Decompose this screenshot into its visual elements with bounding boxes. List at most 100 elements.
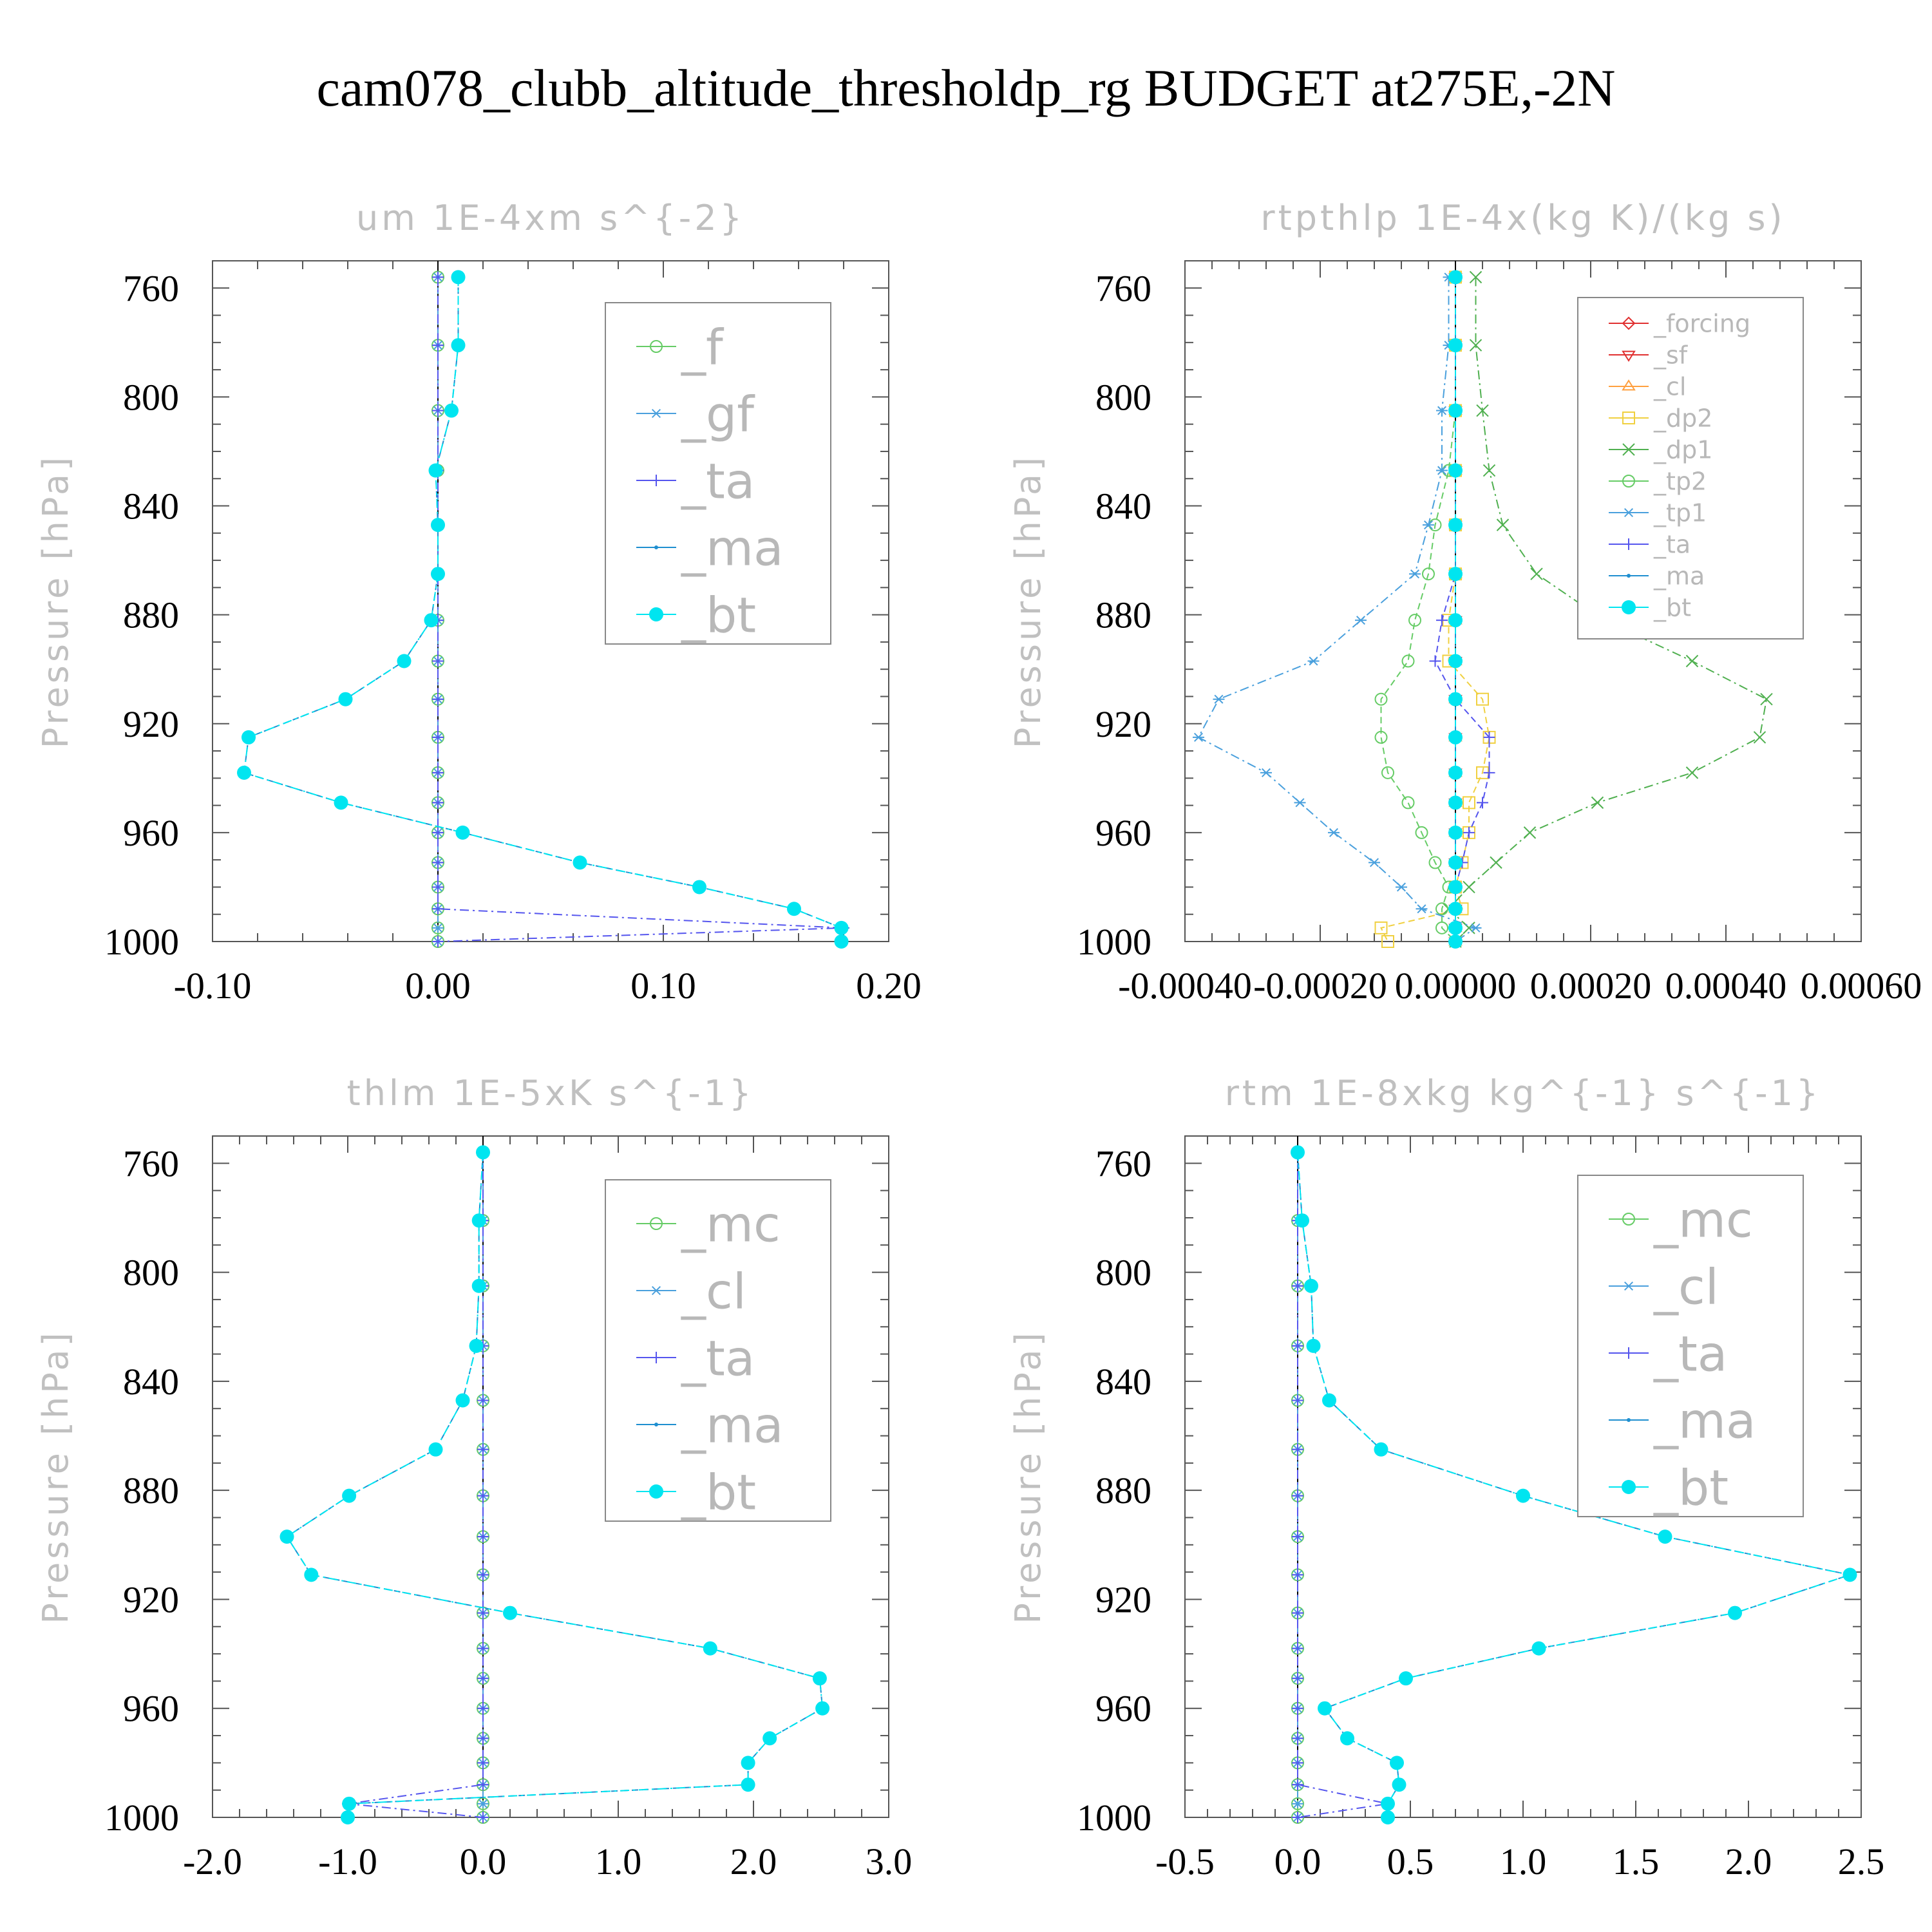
data-point xyxy=(1463,796,1475,810)
data-point xyxy=(1490,856,1502,869)
legend-marker xyxy=(1627,1418,1631,1422)
legend-item: _bt xyxy=(1609,594,1691,622)
data-point xyxy=(1531,1641,1546,1656)
data-point xyxy=(1292,1799,1303,1808)
data-point xyxy=(1591,796,1604,810)
data-point xyxy=(432,766,444,779)
data-point xyxy=(1470,923,1482,933)
y-tick-label: 840 xyxy=(123,1361,179,1403)
data-point xyxy=(432,857,444,869)
data-point xyxy=(477,1812,489,1823)
data-point xyxy=(1476,692,1489,706)
legend-marker xyxy=(650,1217,663,1230)
legend-label: _ma xyxy=(681,519,784,576)
legend-marker xyxy=(650,408,662,419)
legend-label: _ta xyxy=(681,452,755,509)
series-line xyxy=(1434,277,1490,942)
data-point xyxy=(477,1642,489,1654)
legend-box xyxy=(605,302,831,645)
data-point xyxy=(477,1757,489,1769)
legend-label: _mc xyxy=(681,1195,781,1253)
chart-panel-4: rtm 1E-8xkg kg^{-1} s^{-1} Pressure [hPa]… xyxy=(1008,1073,1884,1882)
y-tick-label: 760 xyxy=(123,1142,179,1184)
x-tick-label: 0.5 xyxy=(1387,1841,1434,1882)
y-tick-label: 1000 xyxy=(1077,1797,1151,1839)
legend-marker xyxy=(1623,538,1634,550)
data-point xyxy=(477,1443,489,1455)
y-tick-label: 840 xyxy=(123,486,179,527)
data-point xyxy=(1448,338,1463,353)
y-tick-label: 920 xyxy=(1095,703,1151,745)
data-point xyxy=(1392,1777,1406,1792)
data-point xyxy=(1523,826,1537,839)
legend-label: _dp1 xyxy=(1653,436,1712,464)
y-tick-label: 800 xyxy=(1095,376,1151,418)
data-point xyxy=(1374,692,1388,706)
data-point xyxy=(1416,904,1428,914)
panel-title: um 1E-4xm s^{-2} xyxy=(356,198,745,238)
legend-item: _tp1 xyxy=(1609,499,1707,527)
legend-marker xyxy=(1622,1213,1635,1226)
data-point xyxy=(1292,1642,1303,1654)
data-point xyxy=(1381,935,1394,948)
legend-item: _ma xyxy=(636,519,784,576)
y-tick-label: 880 xyxy=(1095,1470,1151,1511)
data-point xyxy=(1436,466,1448,475)
data-point xyxy=(1469,339,1482,352)
data-point xyxy=(1448,692,1463,706)
data-point xyxy=(432,903,444,915)
legend-marker xyxy=(650,1285,662,1296)
legend-marker xyxy=(1622,412,1635,424)
data-point xyxy=(304,1567,319,1582)
data-point xyxy=(812,1671,827,1686)
data-point xyxy=(1292,1779,1303,1791)
data-point xyxy=(1476,404,1489,417)
data-point xyxy=(1530,567,1543,580)
data-point xyxy=(432,826,444,838)
legend-marker xyxy=(650,475,662,486)
y-tick-label: 840 xyxy=(1095,486,1151,527)
data-point xyxy=(1436,614,1448,627)
data-point xyxy=(1435,921,1448,934)
series-dp2 xyxy=(1374,270,1496,948)
x-tick-label: 2.5 xyxy=(1838,1841,1885,1882)
legend-item: _sf xyxy=(1609,341,1689,370)
series-bt xyxy=(237,270,849,949)
y-tick-label: 760 xyxy=(123,267,179,309)
data-point xyxy=(469,1338,484,1353)
data-point xyxy=(1368,858,1380,867)
legend: _mc _cl _ta _ma _bt xyxy=(1577,1175,1804,1517)
legend-item: _bt xyxy=(1609,1459,1728,1516)
data-point xyxy=(1292,1702,1303,1714)
data-point xyxy=(1292,1394,1303,1406)
data-point xyxy=(1753,731,1766,744)
data-point xyxy=(1396,882,1407,892)
legend-marker xyxy=(649,1484,663,1499)
legend-label: _bt xyxy=(1653,594,1691,622)
data-point xyxy=(1401,654,1415,668)
x-tick-label: 2.0 xyxy=(1725,1841,1772,1882)
data-point xyxy=(1483,731,1495,743)
data-point xyxy=(432,271,444,283)
data-point xyxy=(397,654,412,668)
legend-item: _tp2 xyxy=(1609,468,1707,496)
data-point xyxy=(334,795,348,810)
legend-item: _ma xyxy=(1609,562,1705,591)
data-point xyxy=(1213,694,1225,704)
data-point xyxy=(741,1756,755,1770)
data-point xyxy=(432,339,444,352)
data-point xyxy=(1292,1280,1303,1292)
chart-panel-1: um 1E-4xm s^{-2} Pressure [hPa] 760 800 840 8… xyxy=(35,198,922,1007)
legend-item: _dp1 xyxy=(1609,436,1712,464)
legend-label: _sf xyxy=(1653,341,1689,370)
legend-label: _tp1 xyxy=(1653,499,1707,527)
data-point xyxy=(1463,826,1475,838)
y-axis-title: Pressure [hPa] xyxy=(35,1329,76,1624)
data-point xyxy=(1292,1672,1303,1685)
legend-marker xyxy=(1623,1281,1634,1291)
data-point xyxy=(1292,1490,1303,1502)
data-point xyxy=(432,731,444,743)
legend-item: _cl xyxy=(636,1262,746,1320)
data-point xyxy=(428,1442,443,1457)
data-point xyxy=(342,1488,357,1503)
